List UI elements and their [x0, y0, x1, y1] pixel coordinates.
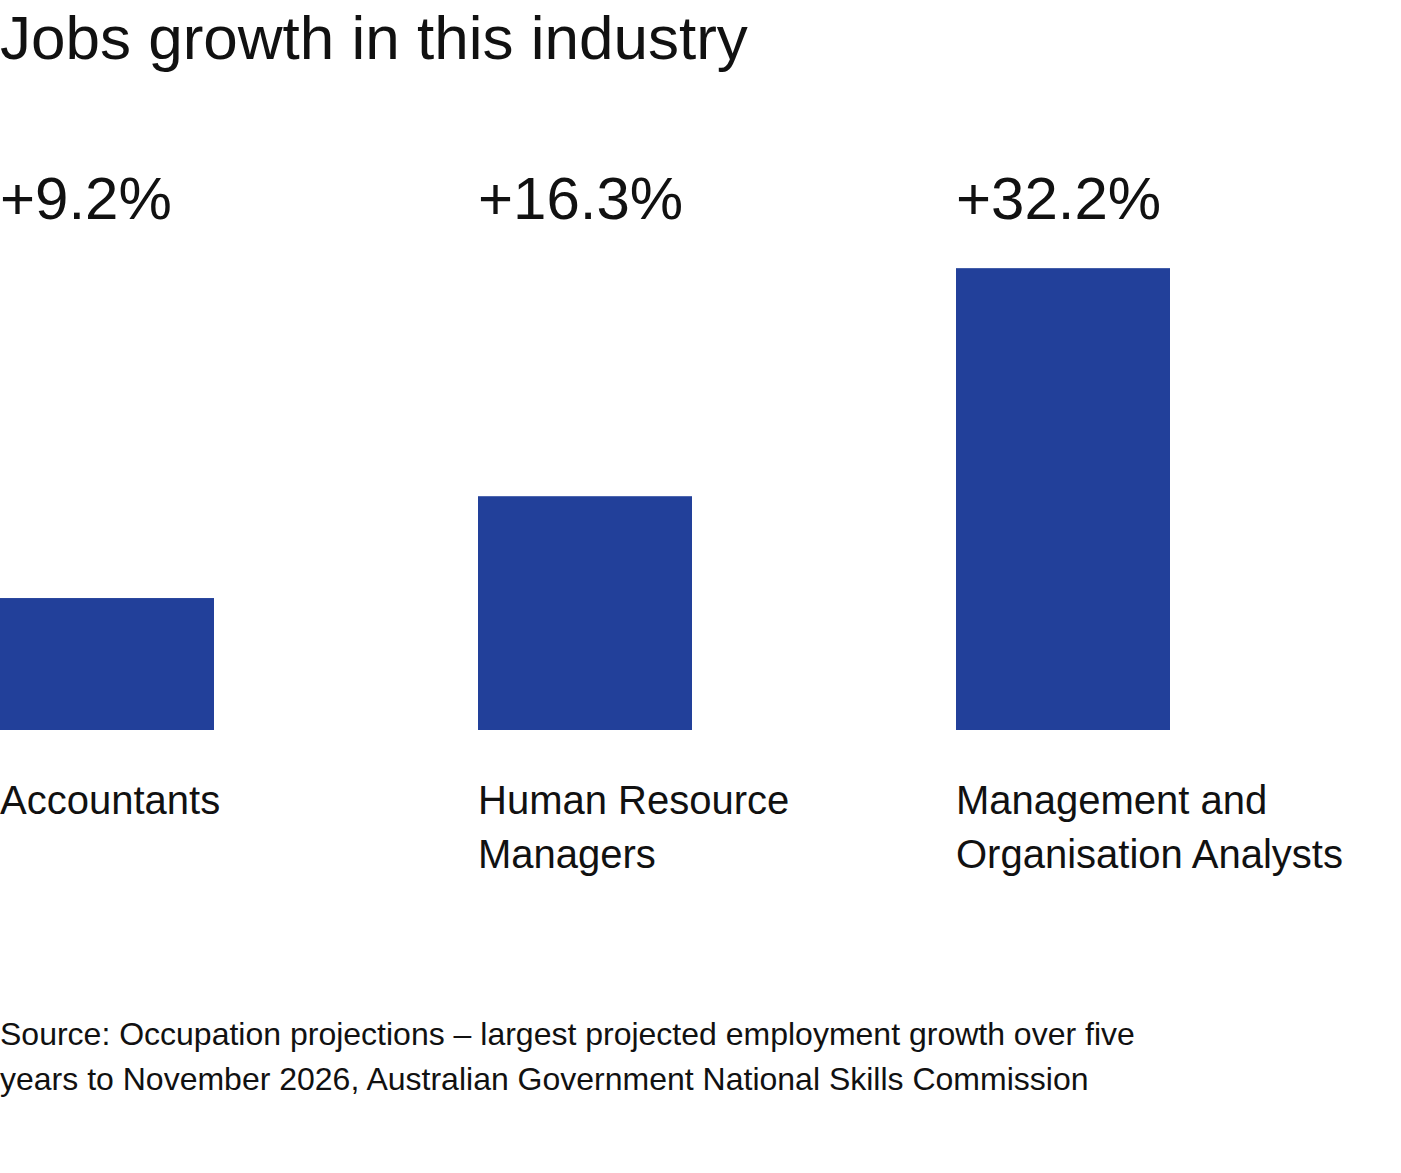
chart-title: Jobs growth in this industry	[0, 2, 748, 74]
category-label: Management and Organisation Analysts	[956, 773, 1399, 881]
category-label: Accountants	[0, 773, 438, 827]
bar	[0, 598, 214, 730]
bar	[478, 496, 692, 730]
data-label: +9.2%	[0, 164, 172, 234]
data-label: +16.3%	[478, 164, 683, 234]
source-note: Source: Occupation projections – largest…	[0, 1012, 1200, 1102]
bars	[0, 268, 1170, 730]
category-label: Human Resource Managers	[478, 773, 916, 881]
data-label: +32.2%	[956, 164, 1161, 234]
chart-svg	[0, 0, 1401, 1173]
bar	[956, 268, 1170, 730]
